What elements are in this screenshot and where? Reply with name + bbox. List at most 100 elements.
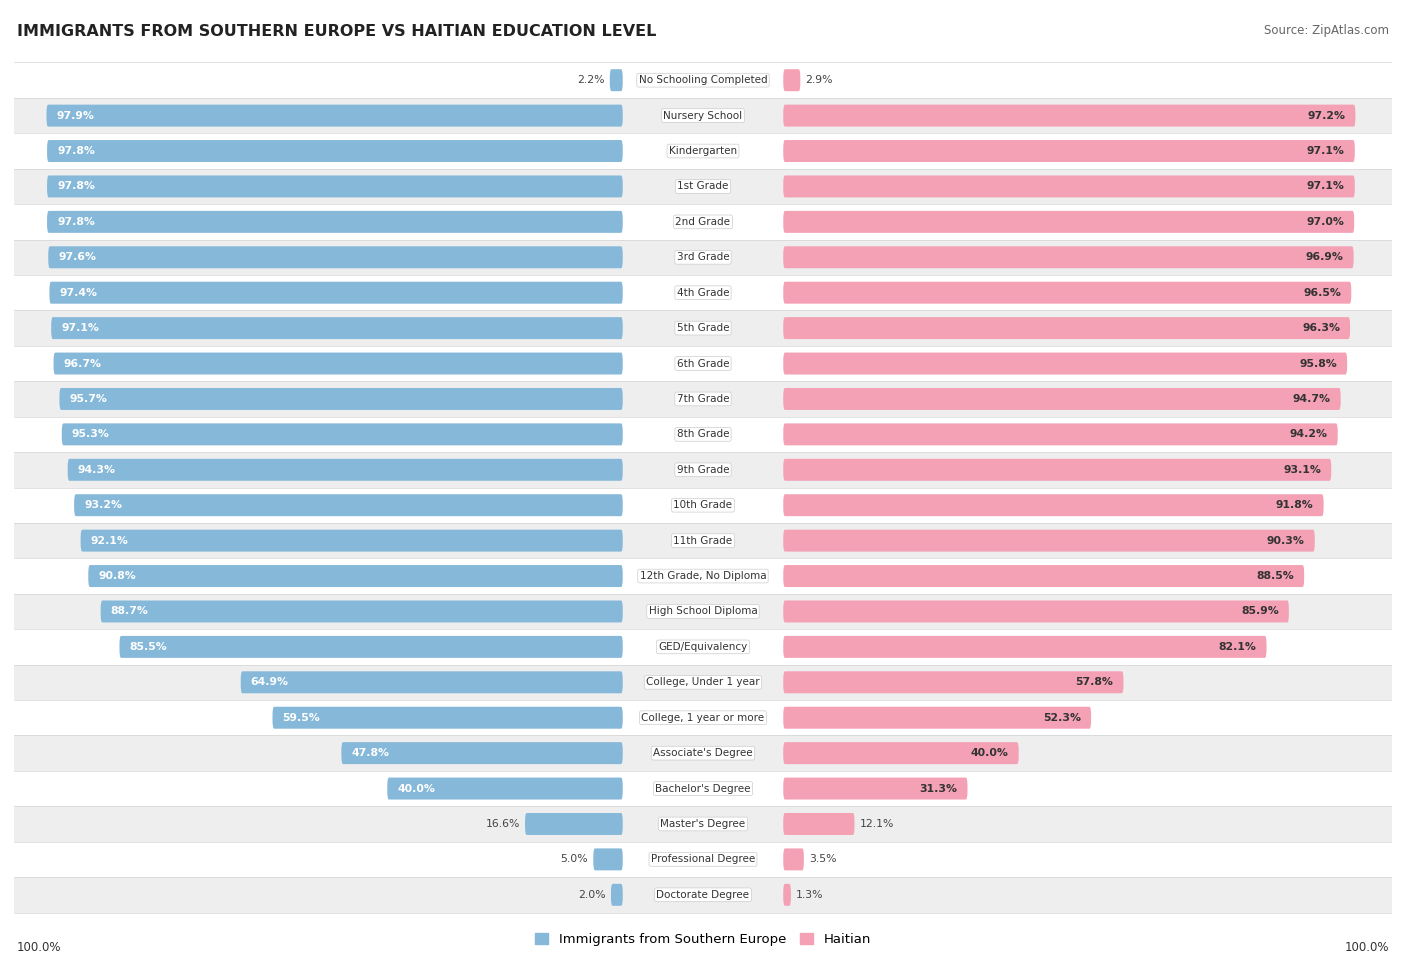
Text: 97.8%: 97.8% bbox=[58, 146, 96, 156]
Bar bbox=[14, 134, 1392, 169]
Text: Source: ZipAtlas.com: Source: ZipAtlas.com bbox=[1264, 24, 1389, 37]
Text: 88.7%: 88.7% bbox=[111, 606, 149, 616]
Text: 96.9%: 96.9% bbox=[1306, 253, 1344, 262]
Text: 88.5%: 88.5% bbox=[1257, 571, 1294, 581]
Text: 31.3%: 31.3% bbox=[920, 784, 957, 794]
FancyBboxPatch shape bbox=[783, 459, 1331, 481]
FancyBboxPatch shape bbox=[783, 176, 1355, 197]
Text: 91.8%: 91.8% bbox=[1275, 500, 1313, 510]
FancyBboxPatch shape bbox=[273, 707, 623, 728]
FancyBboxPatch shape bbox=[783, 529, 1315, 552]
Bar bbox=[14, 488, 1392, 523]
FancyBboxPatch shape bbox=[783, 140, 1355, 162]
Text: 94.2%: 94.2% bbox=[1289, 429, 1327, 440]
FancyBboxPatch shape bbox=[612, 883, 623, 906]
Bar bbox=[14, 841, 1392, 878]
Text: 85.5%: 85.5% bbox=[129, 642, 167, 652]
Text: 94.7%: 94.7% bbox=[1292, 394, 1330, 404]
Text: 96.7%: 96.7% bbox=[63, 359, 101, 369]
Text: 16.6%: 16.6% bbox=[485, 819, 520, 829]
Text: 82.1%: 82.1% bbox=[1219, 642, 1257, 652]
Legend: Immigrants from Southern Europe, Haitian: Immigrants from Southern Europe, Haitian bbox=[530, 927, 876, 952]
Text: 7th Grade: 7th Grade bbox=[676, 394, 730, 404]
Text: College, 1 year or more: College, 1 year or more bbox=[641, 713, 765, 722]
FancyBboxPatch shape bbox=[783, 813, 855, 835]
Text: 8th Grade: 8th Grade bbox=[676, 429, 730, 440]
Text: 1st Grade: 1st Grade bbox=[678, 181, 728, 191]
Bar bbox=[14, 416, 1392, 452]
FancyBboxPatch shape bbox=[783, 742, 1019, 764]
FancyBboxPatch shape bbox=[783, 778, 967, 800]
FancyBboxPatch shape bbox=[51, 317, 623, 339]
Text: 100.0%: 100.0% bbox=[17, 941, 62, 954]
Text: 90.8%: 90.8% bbox=[98, 571, 136, 581]
Bar bbox=[14, 204, 1392, 240]
FancyBboxPatch shape bbox=[342, 742, 623, 764]
Text: 1.3%: 1.3% bbox=[796, 890, 824, 900]
Text: 97.9%: 97.9% bbox=[56, 110, 94, 121]
FancyBboxPatch shape bbox=[59, 388, 623, 410]
Bar bbox=[14, 806, 1392, 841]
Text: 92.1%: 92.1% bbox=[90, 535, 128, 546]
FancyBboxPatch shape bbox=[783, 69, 800, 92]
Text: 97.8%: 97.8% bbox=[58, 181, 96, 191]
Text: 57.8%: 57.8% bbox=[1076, 678, 1114, 687]
Text: Kindergarten: Kindergarten bbox=[669, 146, 737, 156]
FancyBboxPatch shape bbox=[46, 104, 623, 127]
Text: 97.6%: 97.6% bbox=[58, 253, 96, 262]
Text: Professional Degree: Professional Degree bbox=[651, 854, 755, 865]
Text: 64.9%: 64.9% bbox=[250, 678, 288, 687]
FancyBboxPatch shape bbox=[120, 636, 623, 658]
Text: 2nd Grade: 2nd Grade bbox=[675, 216, 731, 227]
FancyBboxPatch shape bbox=[783, 566, 1305, 587]
FancyBboxPatch shape bbox=[783, 104, 1355, 127]
Text: 12.1%: 12.1% bbox=[860, 819, 894, 829]
Text: High School Diploma: High School Diploma bbox=[648, 606, 758, 616]
Text: Master's Degree: Master's Degree bbox=[661, 819, 745, 829]
Bar bbox=[14, 381, 1392, 416]
Text: 2.9%: 2.9% bbox=[806, 75, 834, 85]
Text: 95.8%: 95.8% bbox=[1299, 359, 1337, 369]
FancyBboxPatch shape bbox=[46, 140, 623, 162]
Bar bbox=[14, 878, 1392, 913]
FancyBboxPatch shape bbox=[593, 848, 623, 871]
FancyBboxPatch shape bbox=[387, 778, 623, 800]
Text: 11th Grade: 11th Grade bbox=[673, 535, 733, 546]
FancyBboxPatch shape bbox=[62, 423, 623, 446]
Text: 97.1%: 97.1% bbox=[1308, 146, 1344, 156]
Bar bbox=[14, 700, 1392, 735]
Bar bbox=[14, 275, 1392, 310]
FancyBboxPatch shape bbox=[75, 494, 623, 516]
FancyBboxPatch shape bbox=[783, 247, 1354, 268]
Text: 90.3%: 90.3% bbox=[1267, 535, 1305, 546]
Text: IMMIGRANTS FROM SOUTHERN EUROPE VS HAITIAN EDUCATION LEVEL: IMMIGRANTS FROM SOUTHERN EUROPE VS HAITI… bbox=[17, 24, 657, 39]
FancyBboxPatch shape bbox=[783, 423, 1337, 446]
Bar bbox=[14, 665, 1392, 700]
FancyBboxPatch shape bbox=[49, 282, 623, 303]
Text: 94.3%: 94.3% bbox=[77, 465, 115, 475]
FancyBboxPatch shape bbox=[53, 353, 623, 374]
FancyBboxPatch shape bbox=[89, 566, 623, 587]
FancyBboxPatch shape bbox=[67, 459, 623, 481]
FancyBboxPatch shape bbox=[783, 494, 1323, 516]
Text: 95.7%: 95.7% bbox=[69, 394, 107, 404]
Text: 52.3%: 52.3% bbox=[1043, 713, 1081, 722]
Text: 47.8%: 47.8% bbox=[352, 748, 389, 759]
Text: 40.0%: 40.0% bbox=[970, 748, 1008, 759]
Bar bbox=[14, 169, 1392, 204]
Text: 95.3%: 95.3% bbox=[72, 429, 110, 440]
FancyBboxPatch shape bbox=[240, 672, 623, 693]
Text: 10th Grade: 10th Grade bbox=[673, 500, 733, 510]
Bar bbox=[14, 62, 1392, 98]
Text: 4th Grade: 4th Grade bbox=[676, 288, 730, 297]
Bar bbox=[14, 771, 1392, 806]
Text: 97.1%: 97.1% bbox=[62, 323, 98, 333]
Bar bbox=[14, 559, 1392, 594]
FancyBboxPatch shape bbox=[783, 353, 1347, 374]
Bar bbox=[14, 594, 1392, 629]
Bar bbox=[14, 452, 1392, 488]
Text: 100.0%: 100.0% bbox=[1344, 941, 1389, 954]
Text: 97.0%: 97.0% bbox=[1306, 216, 1344, 227]
FancyBboxPatch shape bbox=[783, 672, 1123, 693]
Text: College, Under 1 year: College, Under 1 year bbox=[647, 678, 759, 687]
